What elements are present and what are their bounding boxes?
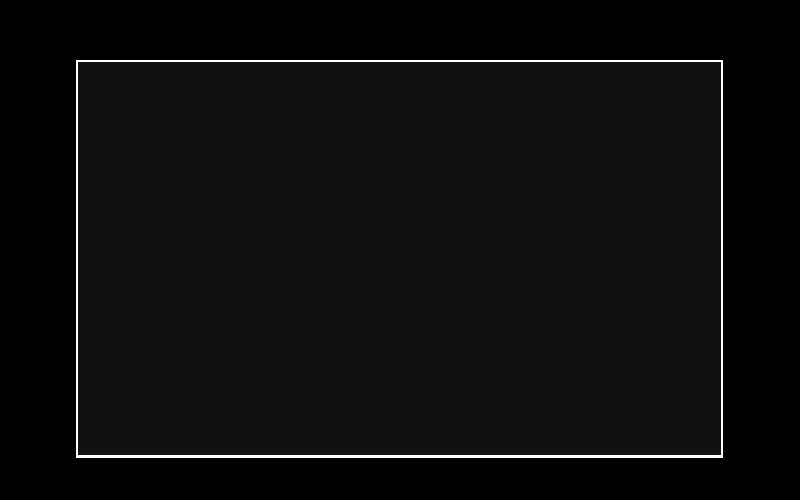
plot-area [76, 60, 723, 458]
keogram-image [78, 62, 721, 455]
